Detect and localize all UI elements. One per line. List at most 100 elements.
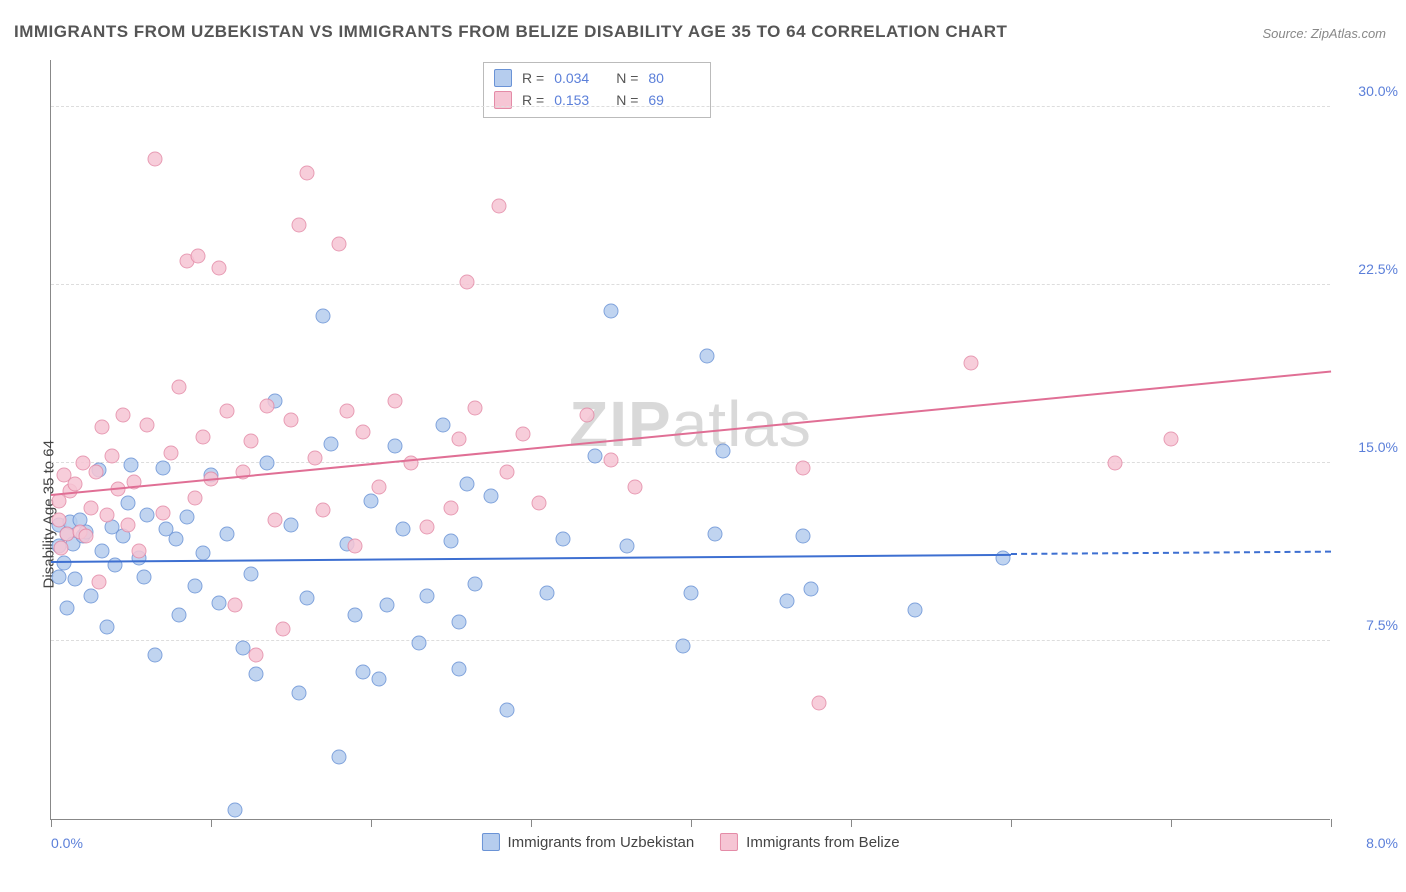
data-point [212, 595, 227, 610]
legend-label: Immigrants from Uzbekistan [507, 834, 694, 851]
data-point [136, 569, 151, 584]
data-point [332, 750, 347, 765]
plot-area: ZIPatlas Disability Age 35 to 64 R =0.03… [50, 60, 1330, 820]
data-point [172, 379, 187, 394]
data-point [300, 591, 315, 606]
x-tick [691, 819, 692, 827]
data-point [248, 667, 263, 682]
data-point [796, 529, 811, 544]
data-point [404, 455, 419, 470]
data-point [356, 424, 371, 439]
data-point [780, 593, 795, 608]
data-point [92, 574, 107, 589]
data-point [148, 151, 163, 166]
series-legend: Immigrants from Uzbekistan Immigrants fro… [481, 833, 899, 851]
data-point [172, 607, 187, 622]
legend-n-value: 80 [648, 70, 700, 86]
data-point [244, 434, 259, 449]
x-tick [51, 819, 52, 827]
data-point [452, 662, 467, 677]
data-point [348, 538, 363, 553]
data-point [228, 802, 243, 817]
data-point [700, 348, 715, 363]
data-point [95, 543, 110, 558]
data-point [460, 275, 475, 290]
data-point [444, 500, 459, 515]
data-point [140, 417, 155, 432]
data-point [500, 702, 515, 717]
legend-row: R =0.034N =80 [494, 67, 700, 89]
data-point [380, 598, 395, 613]
correlation-legend: R =0.034N =80R =0.153N =69 [483, 62, 711, 118]
legend-row: R =0.153N =69 [494, 89, 700, 111]
data-point [468, 576, 483, 591]
data-point [684, 586, 699, 601]
data-point [88, 465, 103, 480]
data-point [540, 586, 555, 601]
data-point [260, 455, 275, 470]
data-point [332, 237, 347, 252]
data-point [292, 686, 307, 701]
legend-label: Immigrants from Belize [746, 834, 899, 851]
legend-item: Immigrants from Uzbekistan [481, 833, 694, 851]
x-tick [851, 819, 852, 827]
data-point [316, 503, 331, 518]
data-point [532, 496, 547, 511]
data-point [388, 394, 403, 409]
data-point [468, 401, 483, 416]
x-tick [211, 819, 212, 827]
data-point [196, 546, 211, 561]
x-tick [371, 819, 372, 827]
data-point [60, 600, 75, 615]
data-point [116, 408, 131, 423]
trend-line [51, 371, 1331, 496]
x-axis-max-label: 8.0% [1366, 835, 1398, 851]
data-point [420, 588, 435, 603]
data-point [52, 512, 67, 527]
legend-r-value: 0.034 [554, 70, 606, 86]
data-point [604, 303, 619, 318]
data-point [556, 531, 571, 546]
data-point [588, 448, 603, 463]
data-point [516, 427, 531, 442]
data-point [1164, 432, 1179, 447]
x-tick [1331, 819, 1332, 827]
x-tick [1171, 819, 1172, 827]
data-point [308, 451, 323, 466]
y-tick-label: 7.5% [1366, 617, 1398, 633]
data-point [372, 479, 387, 494]
data-point [124, 458, 139, 473]
data-point [228, 598, 243, 613]
data-point [188, 579, 203, 594]
legend-swatch [481, 833, 499, 851]
data-point [120, 496, 135, 511]
data-point [964, 356, 979, 371]
data-point [804, 581, 819, 596]
data-point [364, 493, 379, 508]
chart-container: IMMIGRANTS FROM UZBEKISTAN VS IMMIGRANTS… [0, 0, 1406, 892]
data-point [164, 446, 179, 461]
data-point [628, 479, 643, 494]
chart-title: IMMIGRANTS FROM UZBEKISTAN VS IMMIGRANTS… [14, 22, 1007, 42]
data-point [300, 166, 315, 181]
gridline [51, 462, 1330, 463]
data-point [356, 664, 371, 679]
data-point [148, 648, 163, 663]
y-tick-label: 15.0% [1358, 439, 1398, 455]
data-point [100, 619, 115, 634]
data-point [812, 695, 827, 710]
data-point [140, 508, 155, 523]
data-point [796, 460, 811, 475]
data-point [388, 439, 403, 454]
legend-n-label: N = [616, 70, 638, 86]
data-point [284, 413, 299, 428]
data-point [324, 436, 339, 451]
data-point [716, 443, 731, 458]
data-point [248, 648, 263, 663]
gridline [51, 284, 1330, 285]
data-point [100, 508, 115, 523]
trend-line [1011, 551, 1331, 555]
data-point [604, 453, 619, 468]
data-point [168, 531, 183, 546]
x-tick [531, 819, 532, 827]
